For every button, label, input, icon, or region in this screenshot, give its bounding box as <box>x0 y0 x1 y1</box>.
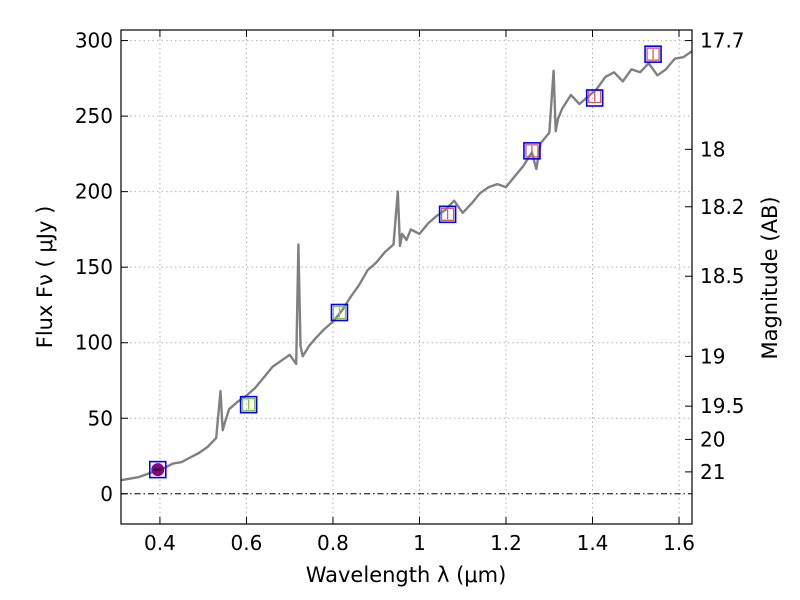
x-tick-label: 1.2 <box>490 531 522 555</box>
y-right-axis-title: Magnitude (AB) <box>758 196 782 359</box>
photometry-layer <box>151 47 660 477</box>
plot-frame <box>120 29 693 525</box>
right-tick-label: 18.2 <box>700 195 745 219</box>
photometry-point <box>440 207 455 221</box>
model-square-marker <box>644 45 662 63</box>
model-square-marker <box>438 205 457 224</box>
grid <box>121 30 692 524</box>
marker-layer <box>148 45 662 479</box>
y-axis-title: Flux Fν ( μJy ) <box>33 206 57 349</box>
y-tick-label: 50 <box>88 406 113 430</box>
y-tick-label: 250 <box>75 104 113 128</box>
photometry-point <box>525 144 539 158</box>
model-square-marker <box>523 142 541 160</box>
model-square-marker <box>148 460 167 479</box>
x-tick-label: 1 <box>413 531 426 555</box>
right-tick-label: 20 <box>700 427 725 451</box>
photometry-point <box>241 398 256 412</box>
y-tick-label: 100 <box>75 331 113 355</box>
y-tick-label: 200 <box>75 180 113 204</box>
model-square-marker <box>239 395 258 414</box>
spectrum-line <box>120 50 693 482</box>
x-tick-label: 1.6 <box>663 531 695 555</box>
model-square-marker <box>330 303 349 322</box>
y-tick-label: 0 <box>100 482 113 506</box>
y-tick-label: 150 <box>75 255 113 279</box>
x-tick-label: 0.6 <box>231 531 263 555</box>
y-tick-label: 300 <box>75 29 113 53</box>
series-layer <box>120 50 693 482</box>
right-tick-label: 18.5 <box>700 264 745 288</box>
right-tick-label: 19.5 <box>700 394 745 418</box>
photometry-point <box>646 47 660 61</box>
tick-layer: 0.4 0.6 0.8 1 1.2 1.4 1.6 0 50 100 150 200 250 300 17.… <box>75 29 745 555</box>
x-axis-title: Wavelength λ (μm) <box>306 563 507 587</box>
right-tick-label: 19 <box>700 344 725 368</box>
x-tick-label: 0.4 <box>144 531 176 555</box>
right-tick-label: 21 <box>700 460 725 484</box>
photometry-point <box>332 305 347 320</box>
model-square-marker <box>585 89 604 107</box>
x-tick-label: 1.4 <box>577 531 609 555</box>
right-tick-label: 17.7 <box>700 29 745 53</box>
x-tick-label: 0.8 <box>317 531 349 555</box>
right-tick-label: 18 <box>700 137 725 161</box>
